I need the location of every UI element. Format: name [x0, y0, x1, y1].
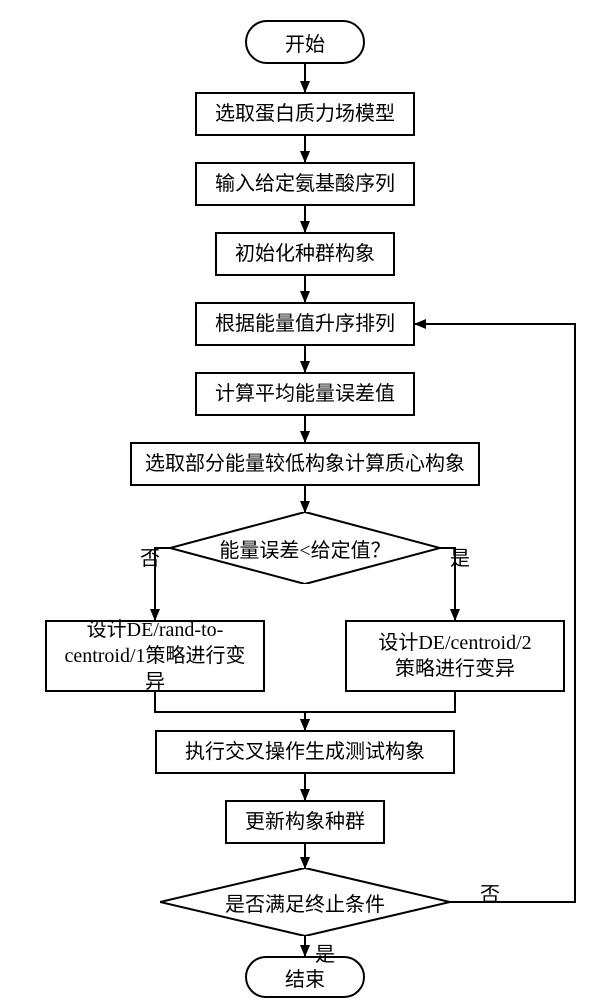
n1-label: 选取蛋白质力场模型	[215, 101, 395, 127]
decision-terminate: 是否满足终止条件	[160, 868, 450, 936]
process-avg-error: 计算平均能量误差值	[195, 372, 415, 416]
end-node: 结束	[245, 956, 365, 998]
n8-label: 更新构象种群	[245, 809, 365, 835]
process-sort-energy: 根据能量值升序排列	[195, 302, 415, 346]
process-select-model: 选取蛋白质力场模型	[195, 92, 415, 136]
start-node: 开始	[245, 20, 365, 64]
decision-energy-error: 能量误差<给定值？	[170, 512, 440, 584]
nR-label: 设计DE/centroid/2 策略进行变异	[378, 630, 531, 682]
process-de-rand-to-centroid: 设计DE/rand-to- centroid/1策略进行变异	[45, 620, 265, 692]
edge-label-no-2: 否	[480, 878, 500, 907]
process-init-population: 初始化种群构象	[215, 232, 395, 276]
edge-label-yes-2: 是	[315, 938, 335, 967]
edge-label-yes-1: 是	[450, 542, 470, 571]
edges-layer	[0, 0, 611, 1000]
n4-label: 根据能量值升序排列	[215, 311, 395, 337]
edge-nL-n7	[155, 692, 305, 730]
process-update-population: 更新构象种群	[225, 800, 385, 844]
n7-label: 执行交叉操作生成测试构象	[185, 739, 425, 765]
process-crossover: 执行交叉操作生成测试构象	[155, 730, 455, 774]
edge-label-no-1: 否	[140, 542, 160, 571]
n5-label: 计算平均能量误差值	[215, 381, 395, 407]
edge-nR-n7	[305, 692, 455, 730]
edge-d2-n4-loop	[415, 324, 575, 902]
n2-label: 输入给定氨基酸序列	[215, 171, 395, 197]
process-input-sequence: 输入给定氨基酸序列	[195, 162, 415, 206]
n3-label: 初始化种群构象	[235, 241, 375, 267]
start-label: 开始	[285, 28, 325, 57]
process-de-centroid2: 设计DE/centroid/2 策略进行变异	[345, 620, 565, 692]
process-centroid: 选取部分能量较低构象计算质心构象	[130, 442, 480, 486]
n6-label: 选取部分能量较低构象计算质心构象	[145, 451, 465, 477]
nL-label: 设计DE/rand-to- centroid/1策略进行变异	[57, 617, 253, 695]
